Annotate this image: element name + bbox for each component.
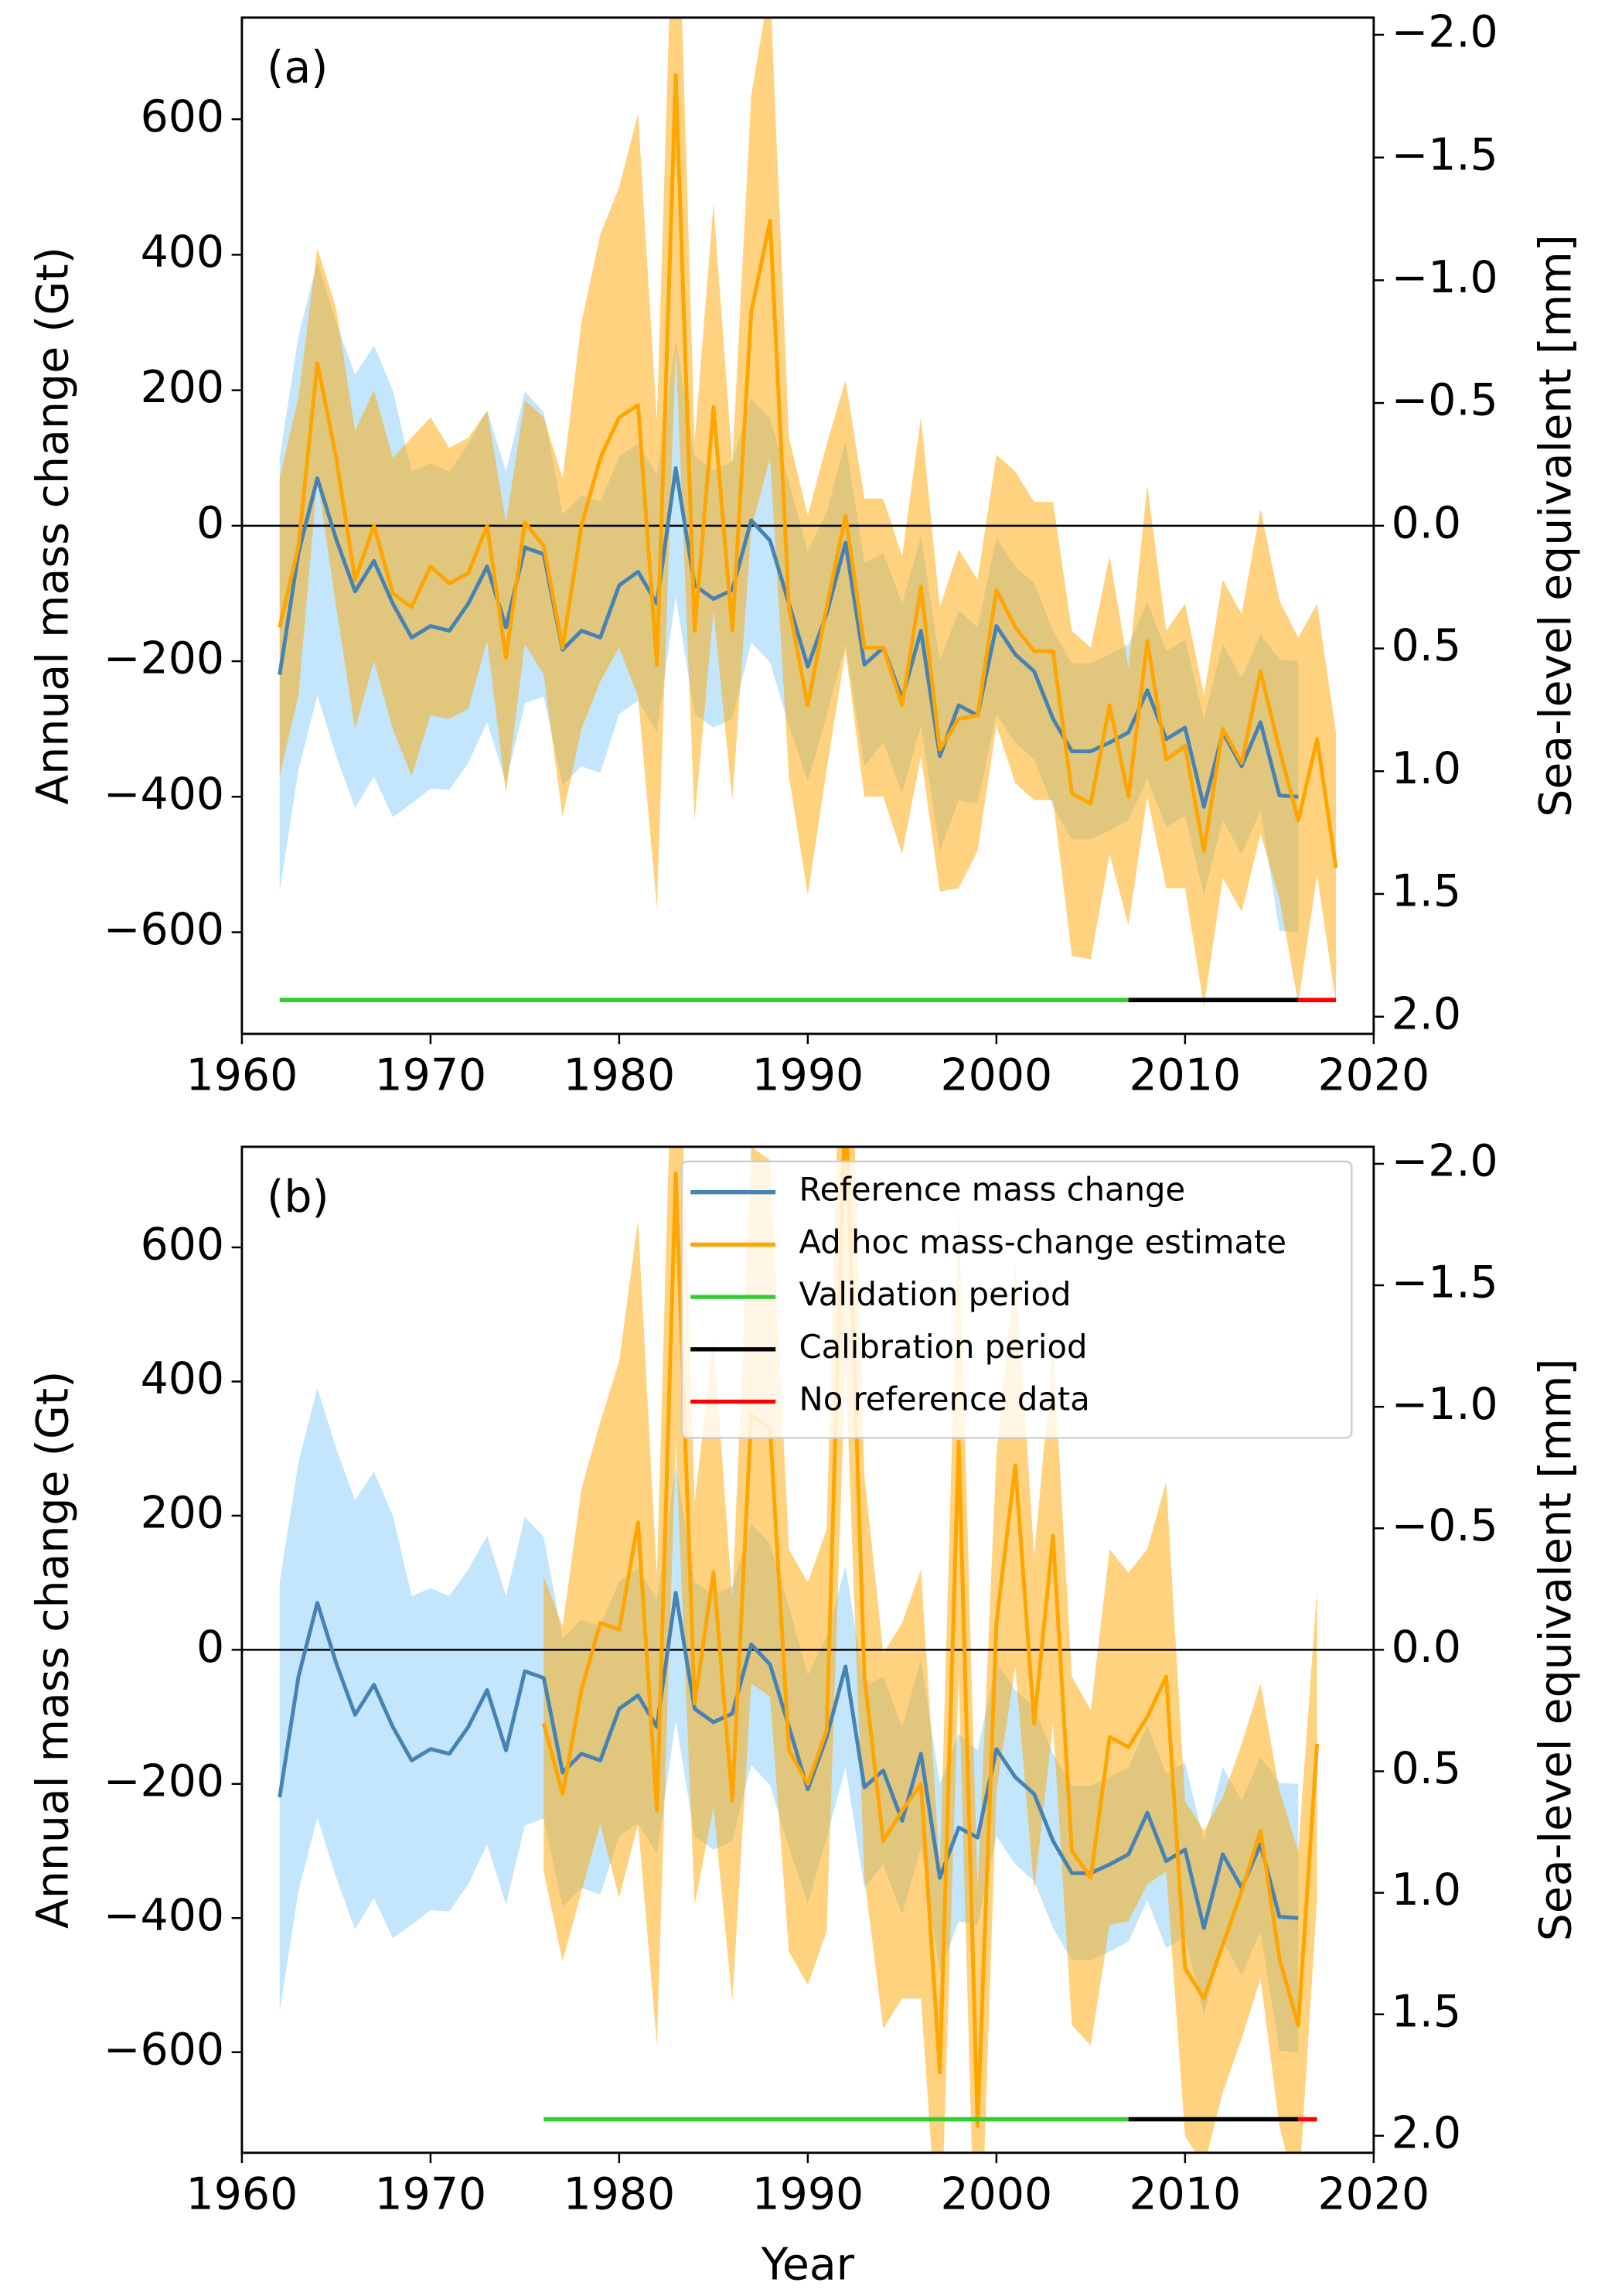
y-tick-label: −400 — [104, 1890, 224, 1941]
y2-tick-label: −1.5 — [1392, 1257, 1498, 1308]
x-tick-label: 2020 — [1317, 2168, 1429, 2219]
y-tick-label: 600 — [141, 1220, 225, 1271]
x-tick-label: 1980 — [564, 2168, 676, 2219]
y2-tick-label: 2.0 — [1392, 988, 1461, 1039]
x-axis-label: Year — [761, 2239, 855, 2290]
y-axis-label: Annual mass change (Gt) — [28, 1371, 79, 1929]
plot-area — [241, 17, 1374, 1007]
uncertainty-band — [279, 17, 1337, 1007]
y2-tick-label: −2.0 — [1392, 7, 1498, 58]
y2-tick-label: −0.5 — [1392, 1500, 1498, 1551]
y2-tick-label: 1.0 — [1392, 743, 1461, 794]
series-line — [541, 1146, 1320, 2128]
plot-area — [241, 1146, 1374, 2153]
panel-label: (b) — [267, 1172, 329, 1223]
y-tick-label: 200 — [141, 362, 225, 413]
x-tick-label: 1990 — [752, 1049, 864, 1100]
y-tick-label: −200 — [104, 633, 224, 684]
x-tick-label: 2010 — [1129, 2168, 1241, 2219]
y2-axis-label: Sea-level equivalent [mm] — [1530, 234, 1581, 817]
y2-tick-label: −1.0 — [1392, 252, 1498, 303]
x-tick-label: 1970 — [375, 1049, 487, 1100]
y-tick-label: 200 — [141, 1488, 225, 1539]
uncertainty-band — [543, 1146, 1317, 2153]
legend-label: No reference data — [799, 1380, 1090, 1418]
y2-tick-label: 0.5 — [1392, 1743, 1461, 1794]
y-tick-label: −600 — [104, 2024, 224, 2075]
legend-box — [680, 1160, 1353, 1439]
x-tick-label: 1960 — [186, 1049, 298, 1100]
x-tick-label: 1980 — [564, 1049, 676, 1100]
y2-tick-label: 1.5 — [1392, 1986, 1461, 2037]
y-tick-label: −200 — [104, 1755, 224, 1806]
y2-tick-label: −1.5 — [1392, 129, 1498, 180]
y-axis-label: Annual mass change (Gt) — [28, 247, 79, 805]
y2-tick-label: −2.0 — [1392, 1136, 1498, 1187]
y2-tick-label: 0.5 — [1392, 620, 1461, 671]
x-tick-label: 2010 — [1129, 1049, 1241, 1100]
y2-tick-label: 2.0 — [1392, 2107, 1461, 2158]
y-tick-label: −600 — [104, 904, 224, 955]
x-tick-label: 1960 — [186, 2168, 298, 2219]
y-tick-label: 0 — [196, 497, 224, 548]
y-tick-label: 600 — [141, 91, 225, 142]
y2-tick-label: 1.0 — [1392, 1864, 1461, 1916]
legend-label: Calibration period — [799, 1328, 1088, 1366]
x-tick-label: 2000 — [940, 2168, 1052, 2219]
y2-tick-label: 0.0 — [1392, 1622, 1461, 1673]
legend: Reference mass change Ad hoc mass-change … — [680, 1160, 1353, 1439]
y-tick-label: 0 — [196, 1622, 224, 1673]
x-tick-label: 1990 — [752, 2168, 864, 2219]
x-tick-label: 2020 — [1317, 1049, 1429, 1100]
legend-label: Validation period — [799, 1275, 1072, 1313]
series-line — [278, 73, 1338, 868]
y-tick-label: 400 — [141, 1353, 225, 1404]
y2-tick-label: −0.5 — [1392, 375, 1498, 426]
legend-label: Reference mass change — [799, 1171, 1186, 1209]
panel-label: (a) — [267, 43, 328, 94]
y-tick-label: −400 — [104, 769, 224, 820]
x-tick-label: 1970 — [375, 2168, 487, 2219]
y2-tick-label: 1.5 — [1392, 866, 1461, 917]
x-tick-label: 2000 — [940, 1049, 1052, 1100]
y2-tick-label: 0.0 — [1392, 497, 1461, 548]
y2-axis-label: Sea-level equivalent [mm] — [1530, 1359, 1581, 1942]
legend-label: Ad hoc mass-change estimate — [799, 1223, 1287, 1261]
y2-tick-label: −1.0 — [1392, 1379, 1498, 1430]
y-tick-label: 400 — [141, 227, 225, 278]
